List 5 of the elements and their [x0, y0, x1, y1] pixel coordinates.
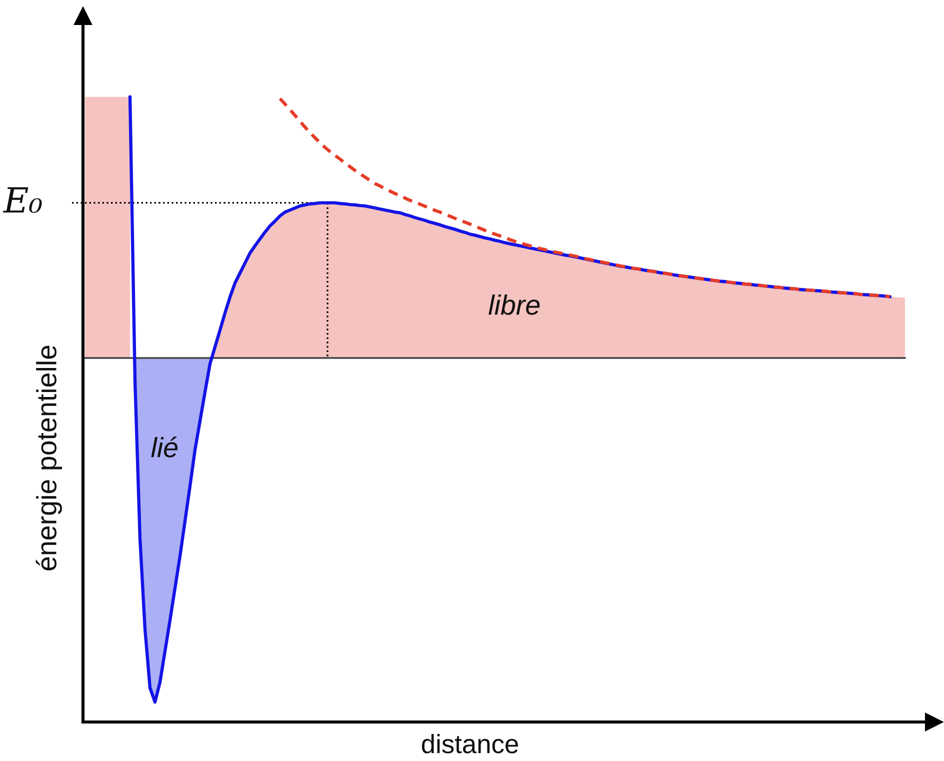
- ref-line-label: E₀: [2, 187, 42, 213]
- x-axis-title: distance: [422, 734, 518, 754]
- series-label: libre: [488, 294, 540, 315]
- series-label: lié: [151, 436, 178, 458]
- y-axis-title: énergie potentielle: [36, 346, 62, 570]
